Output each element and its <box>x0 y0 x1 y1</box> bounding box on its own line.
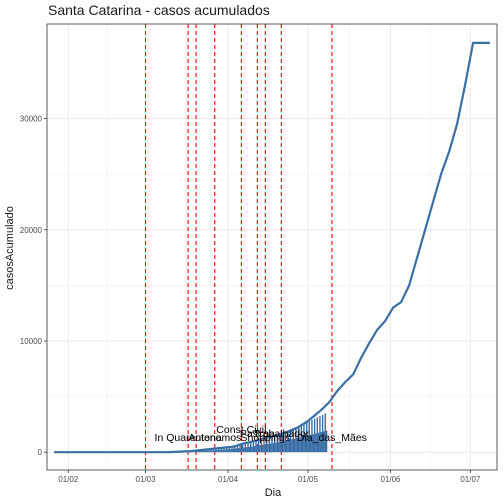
y-tick-label: 30000 <box>20 115 43 124</box>
x-tick-label: 01/06 <box>380 475 401 484</box>
y-axis-title: casosAcumulado <box>4 206 16 290</box>
event-label: Dia_das_Mães <box>297 432 367 444</box>
y-tick-label: 0 <box>38 448 43 457</box>
plot-border <box>46 23 498 471</box>
x-tick-label: 01/03 <box>136 475 157 484</box>
y-axis: 0 10000 20000 30000 <box>20 115 47 457</box>
x-tick-label: 01/07 <box>460 475 481 484</box>
event-label: Trabalhador <box>253 428 310 440</box>
x-axis-title: Dia <box>265 487 282 499</box>
y-tick-label: 10000 <box>20 337 43 346</box>
x-axis: 01/02 01/03 01/04 01/05 01/06 01/07 <box>58 470 481 484</box>
series-layer <box>53 41 491 454</box>
plot-panel <box>47 24 497 470</box>
event-label: In Quarentena <box>155 432 222 444</box>
x-tick-label: 01/02 <box>58 475 79 484</box>
x-tick-label: 01/05 <box>298 475 319 484</box>
panel-background <box>47 24 497 470</box>
event-label: Autonomos <box>188 432 241 444</box>
event-lines <box>144 24 333 470</box>
x-tick-label: 01/04 <box>218 475 239 484</box>
event-label: Shoppings <box>241 432 291 444</box>
chart-title: Santa Catarina - casos acumulados <box>48 2 270 18</box>
y-tick-label: 20000 <box>20 226 43 235</box>
event-label: Const Civil <box>216 424 266 436</box>
event-label: Pascoa <box>240 428 275 440</box>
